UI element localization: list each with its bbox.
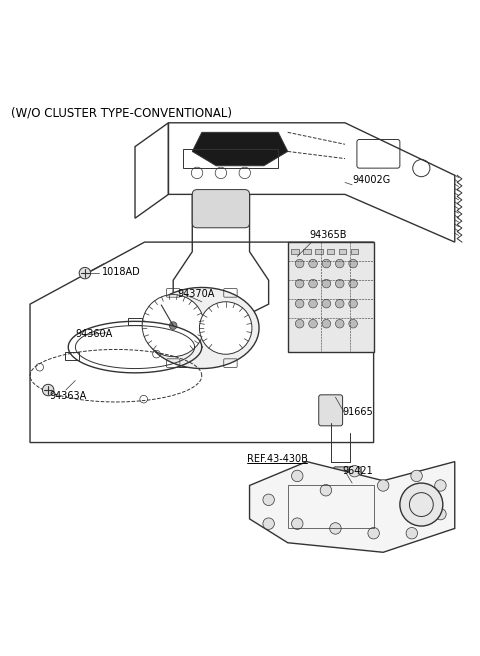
Circle shape (309, 259, 317, 268)
Circle shape (336, 259, 344, 268)
Circle shape (349, 279, 358, 288)
Text: 94365B: 94365B (309, 230, 347, 240)
Circle shape (42, 384, 54, 396)
Bar (288, 485, 373, 529)
Text: 96421: 96421 (343, 466, 373, 476)
Bar (327, 249, 335, 254)
FancyBboxPatch shape (192, 190, 250, 228)
Bar (291, 249, 299, 254)
Circle shape (263, 518, 275, 529)
Circle shape (295, 259, 304, 268)
Circle shape (435, 480, 446, 491)
Text: 94360A: 94360A (75, 329, 113, 338)
Circle shape (377, 480, 389, 491)
Circle shape (349, 319, 358, 328)
FancyBboxPatch shape (334, 467, 361, 485)
Circle shape (309, 299, 317, 308)
Circle shape (169, 322, 177, 329)
Text: 1018AD: 1018AD (102, 267, 140, 277)
Circle shape (295, 319, 304, 328)
Circle shape (400, 483, 443, 526)
Circle shape (295, 299, 304, 308)
Text: 94370A: 94370A (177, 289, 215, 298)
Circle shape (309, 279, 317, 288)
Circle shape (349, 299, 358, 308)
Text: 91665: 91665 (343, 407, 373, 417)
Circle shape (322, 259, 331, 268)
Circle shape (349, 466, 360, 477)
Circle shape (322, 299, 331, 308)
Bar (65, 352, 79, 359)
Bar (351, 249, 359, 254)
Polygon shape (344, 490, 361, 505)
Text: REF.43-430B: REF.43-430B (247, 454, 308, 464)
Circle shape (349, 259, 358, 268)
Circle shape (142, 295, 204, 357)
Bar (303, 249, 311, 254)
Circle shape (79, 268, 91, 279)
Polygon shape (192, 133, 288, 166)
Bar (315, 249, 323, 254)
Text: 94002G: 94002G (352, 175, 390, 185)
Circle shape (295, 279, 304, 288)
Circle shape (411, 470, 422, 482)
Text: 94363A: 94363A (49, 391, 86, 401)
Circle shape (263, 494, 275, 506)
Bar (339, 249, 347, 254)
Text: (W/O CLUSTER TYPE-CONVENTIONAL): (W/O CLUSTER TYPE-CONVENTIONAL) (11, 106, 232, 119)
Circle shape (291, 518, 303, 529)
Circle shape (199, 302, 252, 354)
Circle shape (291, 470, 303, 482)
Circle shape (368, 527, 379, 539)
Circle shape (330, 523, 341, 534)
FancyBboxPatch shape (328, 483, 352, 504)
Polygon shape (144, 287, 259, 369)
FancyBboxPatch shape (319, 395, 343, 426)
Circle shape (336, 299, 344, 308)
Bar (179, 360, 193, 367)
Circle shape (320, 485, 332, 496)
Circle shape (336, 279, 344, 288)
Polygon shape (288, 242, 373, 352)
Bar (183, 149, 278, 168)
Polygon shape (250, 462, 455, 552)
Circle shape (406, 527, 418, 539)
Bar (128, 318, 142, 325)
Circle shape (336, 319, 344, 328)
Circle shape (322, 279, 331, 288)
Circle shape (435, 508, 446, 520)
Circle shape (309, 319, 317, 328)
Circle shape (322, 319, 331, 328)
